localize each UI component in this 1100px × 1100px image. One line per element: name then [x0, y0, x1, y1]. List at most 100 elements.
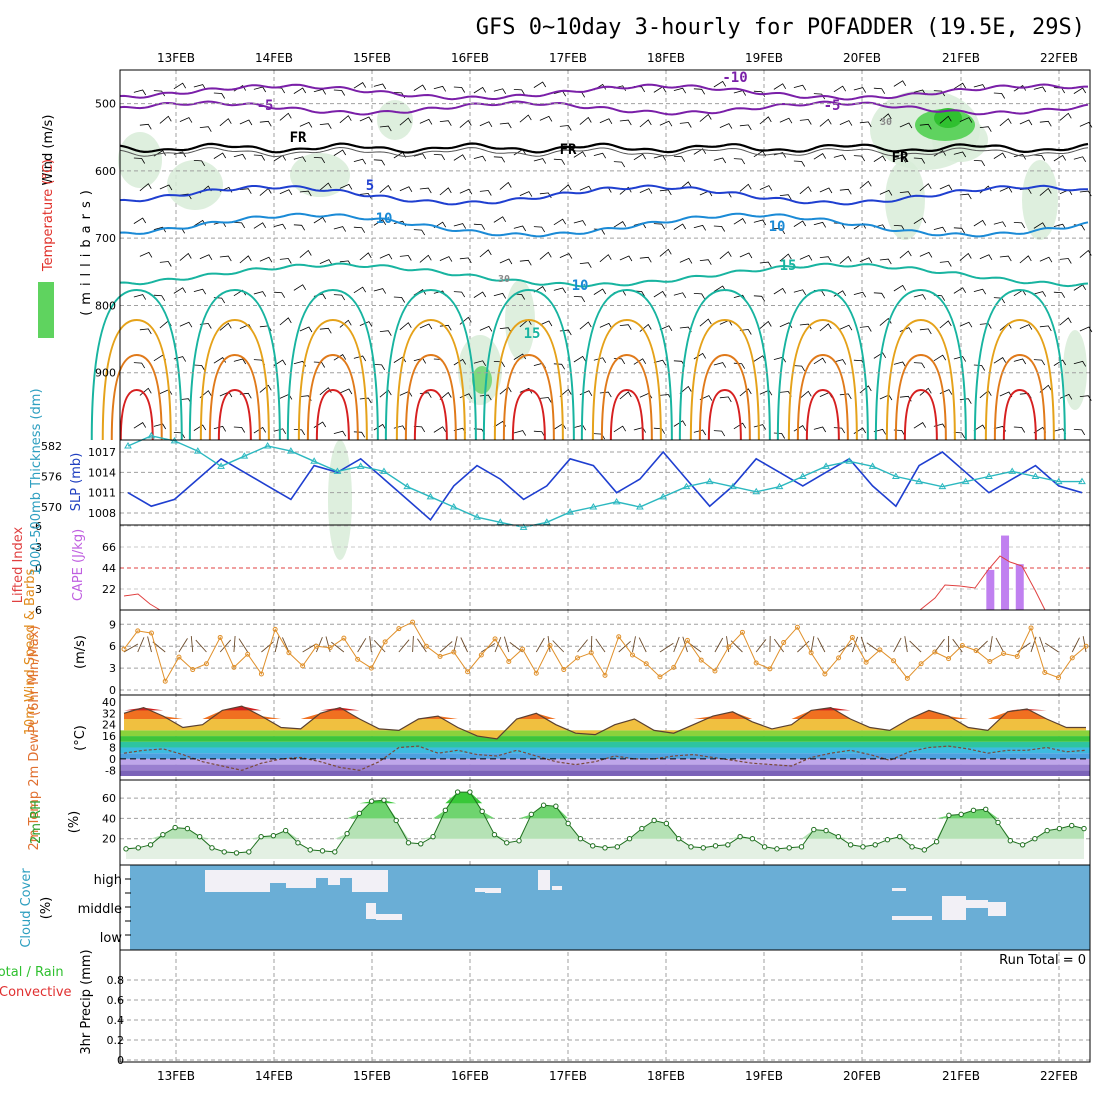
wind-barb [799, 119, 812, 125]
wind-barb [399, 186, 413, 193]
wind-barb [699, 259, 712, 265]
wind-speed-point [121, 646, 127, 652]
wind-barb [759, 320, 772, 329]
wind-barb [433, 154, 446, 161]
isotherm-15 [119, 262, 1089, 288]
wind-speed-point [135, 628, 141, 634]
cloud-block [892, 916, 932, 920]
wind-barb [553, 218, 567, 226]
wind-barb [859, 326, 872, 332]
wind-barb [299, 326, 313, 333]
wind-barb [479, 325, 493, 332]
temperature-tick: 0 [109, 753, 116, 766]
thickness-point [1008, 467, 1017, 474]
wind-barb [279, 189, 293, 196]
surface-wind-barb [590, 635, 593, 653]
pressure-tick: 800 [95, 299, 116, 312]
wind-barb [393, 296, 406, 303]
wind-barb [159, 115, 172, 124]
wind-barb [173, 287, 187, 294]
wind-barb [553, 423, 567, 430]
rh-point [491, 831, 498, 838]
wind-speed-point [1083, 643, 1089, 649]
wind-barb [819, 323, 832, 332]
wind-barb [353, 355, 367, 362]
warm-isotherm-loop [306, 353, 359, 441]
wind-barb [659, 120, 673, 127]
rh-blob [377, 100, 413, 140]
rh-point [184, 825, 191, 832]
wind-barb [373, 83, 387, 90]
thickness-point [449, 503, 458, 510]
wind-barb [839, 324, 853, 331]
wind-barb [333, 430, 347, 437]
rh-point [897, 833, 903, 840]
surface-wind-barb [1071, 637, 1080, 653]
wind-barb [893, 225, 906, 232]
rh-point [786, 845, 792, 851]
warm-isotherm-loop [698, 353, 751, 441]
wind-barb [253, 222, 267, 229]
wind-speed-point [382, 639, 388, 645]
wind-barb [313, 88, 327, 95]
wind-barb [859, 180, 872, 189]
rh-point [958, 811, 964, 818]
wind-barb [939, 389, 953, 395]
wind-barb [499, 181, 512, 190]
wind-barb [713, 80, 727, 88]
surface-wind-barb [219, 639, 232, 653]
wind-barb [213, 152, 227, 159]
rh-point [147, 842, 154, 848]
wind-barb [259, 256, 273, 263]
wind-speed-point [629, 652, 635, 658]
wind-barb [633, 427, 647, 433]
temperature-tick: -8 [105, 764, 116, 777]
rh-tick: 60 [102, 792, 116, 805]
temperature-area-veryhot [124, 706, 1086, 711]
temperature-band [120, 741, 1090, 748]
wind-barb [579, 116, 592, 125]
date-label-bottom: 22FEB [1040, 1069, 1078, 1083]
surface-wind-barb [274, 636, 280, 653]
date-label-top: 22FEB [1040, 51, 1078, 65]
warm-isotherm-loop [511, 388, 546, 441]
warm-isotherm-loop [101, 318, 172, 441]
rh-point [405, 840, 412, 846]
wind-barb [559, 184, 572, 193]
wind-barb [813, 221, 827, 228]
wind-barb [819, 256, 832, 262]
wind-barb [1013, 153, 1027, 160]
temperature-band [120, 770, 1090, 776]
isotherm-15-loop [874, 288, 967, 441]
wind-speed-point [313, 643, 319, 649]
rh-point [172, 824, 178, 831]
wind-speed-point [877, 647, 883, 653]
wind-barb [373, 159, 386, 166]
thickness-point [286, 447, 295, 454]
wind-barb [833, 154, 847, 161]
lifted-tick: 3 [35, 583, 42, 596]
wind-barb [559, 125, 572, 131]
wind-barb [819, 187, 833, 194]
wind-barb [353, 82, 367, 89]
wind-barb [973, 160, 986, 167]
rh-point [160, 831, 166, 838]
surface-wind-barb [810, 636, 815, 653]
cape-axis-label: CAPE (J/kg) [71, 529, 86, 601]
thickness-point [682, 482, 691, 490]
wind-barb [693, 293, 706, 300]
wind-speed-point [451, 649, 457, 655]
wind-barb [919, 387, 932, 396]
wind-speed-point [753, 660, 759, 666]
wind-barb [879, 394, 893, 401]
wind-barb [593, 288, 607, 295]
rh-point [700, 845, 706, 851]
isotherm-label: 30 [498, 274, 510, 285]
wind-barb [979, 126, 992, 132]
wind-barb [699, 113, 712, 122]
wind-barb [893, 361, 907, 368]
wind-barb [579, 262, 592, 268]
wind-speed-point [712, 668, 718, 674]
wind-barb [153, 294, 166, 301]
